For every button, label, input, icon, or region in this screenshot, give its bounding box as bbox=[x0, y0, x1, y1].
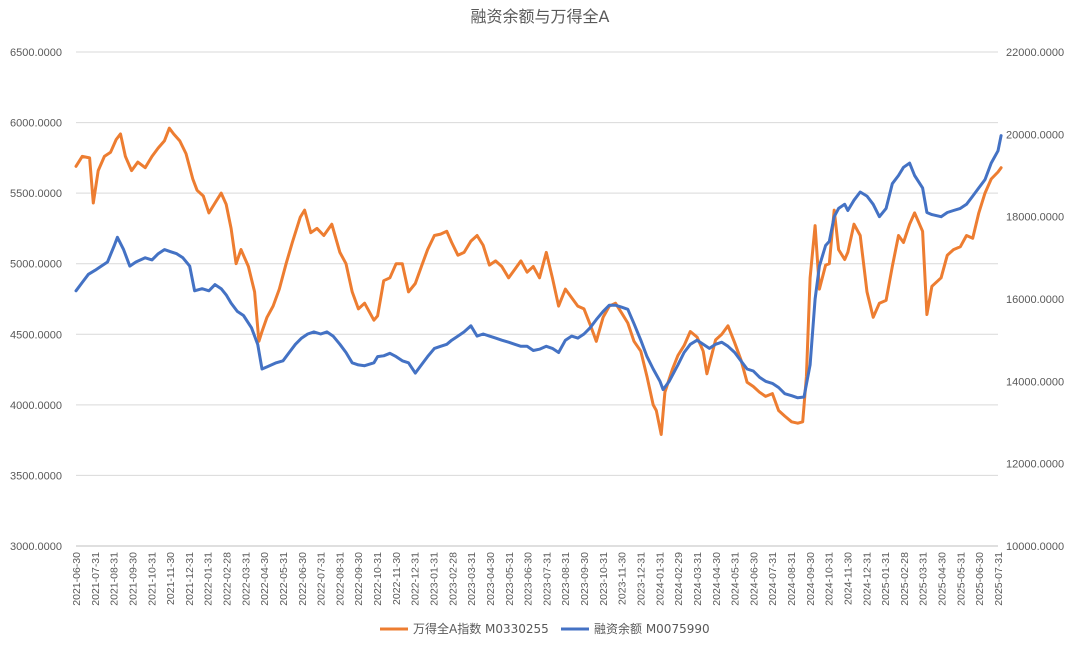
right-tick-label: 20000.0000 bbox=[1006, 129, 1064, 141]
x-tick-label: 2024-07-31 bbox=[767, 552, 779, 606]
x-tick-label: 2023-12-31 bbox=[635, 552, 647, 606]
x-tick-label: 2022-02-28 bbox=[222, 552, 234, 606]
right-tick-label: 10000.0000 bbox=[1006, 541, 1064, 553]
x-tick-label: 2021-08-31 bbox=[109, 552, 121, 606]
x-tick-label: 2023-03-31 bbox=[466, 552, 478, 606]
left-tick-label: 3500.0000 bbox=[10, 470, 62, 482]
x-tick-label: 2024-09-30 bbox=[805, 552, 817, 606]
x-tick-label: 2025-06-30 bbox=[974, 552, 986, 606]
series-lines bbox=[74, 126, 1003, 436]
x-tick-label: 2023-09-30 bbox=[579, 552, 591, 606]
right-tick-label: 18000.0000 bbox=[1006, 212, 1064, 224]
x-tick-label: 2023-01-31 bbox=[429, 552, 441, 606]
right-axis-ticks: 10000.0000 12000.0000 14000.0000 16000.0000… bbox=[1006, 47, 1064, 553]
x-tick-label: 2024-03-31 bbox=[692, 552, 704, 606]
x-tick-label: 2022-10-31 bbox=[372, 552, 384, 606]
x-tick-label: 2023-11-30 bbox=[617, 552, 629, 605]
x-tick-label: 2025-03-31 bbox=[918, 552, 930, 606]
x-tick-label: 2022-04-30 bbox=[259, 552, 271, 606]
x-tick-label: 2023-05-31 bbox=[504, 552, 516, 606]
left-tick-label: 3000.0000 bbox=[10, 541, 62, 553]
x-tick-label: 2024-08-31 bbox=[786, 552, 798, 606]
x-tick-label: 2021-12-31 bbox=[184, 552, 196, 606]
x-tick-label: 2023-10-31 bbox=[598, 552, 610, 606]
x-tick-label: 2024-05-31 bbox=[730, 552, 742, 606]
x-tick-label: 2024-06-30 bbox=[748, 552, 760, 606]
right-tick-label: 16000.0000 bbox=[1006, 294, 1064, 306]
x-tick-label: 2025-05-31 bbox=[955, 552, 967, 606]
legend: 万得全A指数 M0330255 融资余额 M0075990 bbox=[380, 621, 710, 636]
x-tick-label: 2025-04-30 bbox=[937, 552, 949, 606]
right-tick-label: 14000.0000 bbox=[1006, 376, 1064, 388]
x-tick-label: 2025-01-31 bbox=[880, 552, 892, 606]
right-tick-label: 12000.0000 bbox=[1006, 459, 1064, 471]
series-line-margin-balance bbox=[74, 134, 1003, 400]
x-tick-label: 2021-11-30 bbox=[165, 552, 177, 605]
x-tick-label: 2022-03-31 bbox=[240, 552, 252, 606]
left-tick-label: 4500.0000 bbox=[10, 329, 62, 341]
left-tick-label: 6500.0000 bbox=[10, 47, 62, 59]
x-tick-label: 2023-02-28 bbox=[447, 552, 459, 606]
left-tick-label: 4000.0000 bbox=[10, 400, 62, 412]
x-tick-label: 2022-09-30 bbox=[353, 552, 365, 606]
gridlines bbox=[76, 51, 998, 547]
left-tick-label: 6000.0000 bbox=[10, 118, 62, 130]
chart-title: 融资余额与万得全A bbox=[471, 7, 610, 26]
x-tick-label: 2024-02-29 bbox=[673, 552, 685, 606]
x-tick-label: 2022-07-31 bbox=[316, 552, 328, 606]
x-tick-label: 2024-01-31 bbox=[654, 552, 666, 606]
left-tick-label: 5500.0000 bbox=[10, 188, 62, 200]
x-tick-label: 2023-08-31 bbox=[560, 552, 572, 606]
x-tick-label: 2022-01-31 bbox=[203, 552, 215, 606]
x-tick-label: 2024-11-30 bbox=[842, 552, 854, 605]
x-tick-label: 2023-07-31 bbox=[541, 552, 553, 606]
series-line-wind-a bbox=[74, 126, 1003, 436]
x-axis-ticks: 2021-06-30 2021-07-31 2021-08-31 2021-09-30… bbox=[71, 552, 1005, 606]
x-tick-label: 2023-06-30 bbox=[523, 552, 535, 606]
x-tick-label: 2022-11-30 bbox=[391, 552, 403, 605]
x-tick-label: 2021-10-31 bbox=[146, 552, 158, 606]
x-tick-label: 2022-05-31 bbox=[278, 552, 290, 606]
legend-label-margin-balance: 融资余额 M0075990 bbox=[594, 621, 710, 636]
x-tick-label: 2022-08-31 bbox=[334, 552, 346, 606]
x-tick-label: 2025-07-31 bbox=[993, 552, 1005, 606]
x-tick-label: 2023-04-30 bbox=[485, 552, 497, 606]
x-tick-label: 2025-02-28 bbox=[899, 552, 911, 606]
x-tick-label: 2021-09-30 bbox=[127, 552, 139, 606]
left-tick-label: 5000.0000 bbox=[10, 259, 62, 271]
x-tick-label: 2021-06-30 bbox=[71, 552, 83, 606]
x-tick-label: 2021-07-31 bbox=[90, 552, 102, 606]
x-tick-label: 2022-06-30 bbox=[297, 552, 309, 606]
x-tick-label: 2024-10-31 bbox=[824, 552, 836, 606]
x-tick-label: 2022-12-31 bbox=[410, 552, 422, 606]
legend-label-wind-a: 万得全A指数 M0330255 bbox=[413, 621, 549, 636]
x-tick-label: 2024-12-31 bbox=[861, 552, 873, 606]
right-tick-label: 22000.0000 bbox=[1006, 47, 1064, 59]
x-tick-label: 2024-04-30 bbox=[711, 552, 723, 606]
left-axis-ticks: 3000.0000 3500.0000 4000.0000 4500.0000 5000… bbox=[10, 47, 62, 553]
